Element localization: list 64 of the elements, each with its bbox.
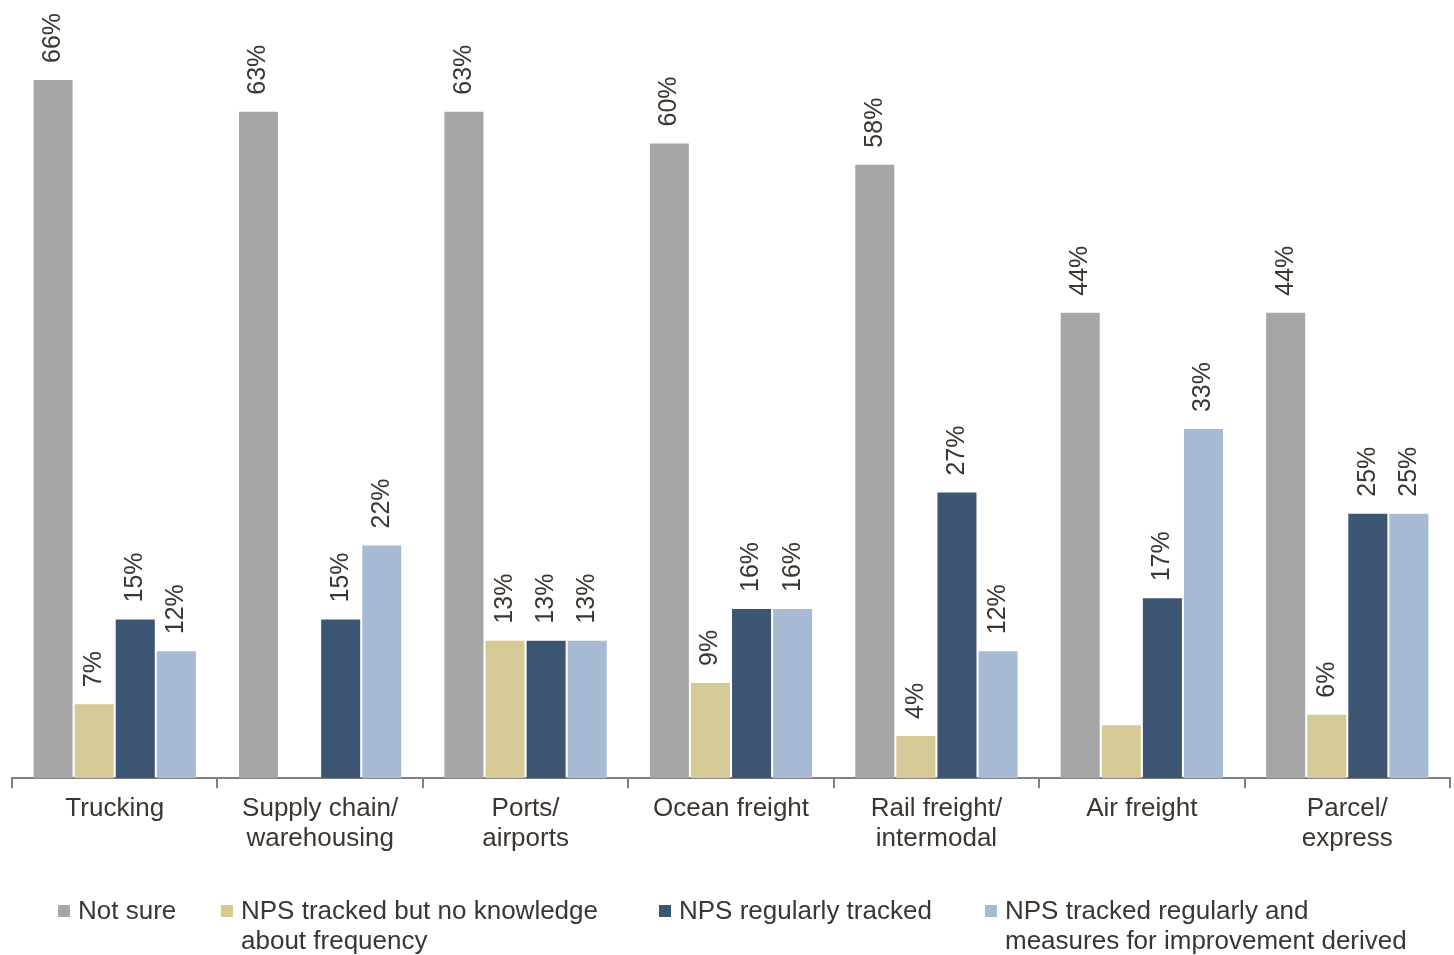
bar — [526, 640, 566, 779]
bar — [156, 651, 196, 779]
data-label: 13% — [571, 573, 600, 624]
bar — [690, 682, 730, 779]
bar — [1060, 312, 1100, 779]
data-label: 13% — [488, 573, 517, 624]
data-label: 13% — [530, 573, 558, 624]
bar — [567, 640, 607, 779]
bar — [1101, 725, 1141, 779]
data-label: 12% — [981, 584, 1010, 635]
bar — [74, 704, 114, 779]
x-tick-label: Parcel/ express — [1301, 792, 1393, 853]
data-label: 25% — [1351, 446, 1380, 497]
bar — [362, 545, 402, 779]
data-label: 15% — [119, 552, 148, 603]
data-label: 25% — [1392, 446, 1421, 497]
bar — [115, 619, 155, 779]
bar — [1183, 429, 1223, 779]
bar — [732, 608, 772, 779]
data-label: 33% — [1187, 362, 1216, 413]
x-tick-label: Rail freight/ intermodal — [870, 792, 1003, 853]
bar — [1266, 312, 1306, 779]
x-tick-label: Supply chain/ warehousing — [242, 792, 399, 853]
data-label: 12% — [160, 584, 189, 635]
x-tick-label: Trucking — [65, 792, 165, 823]
x-tick-label: Ocean freight — [652, 792, 810, 823]
bar — [773, 608, 813, 779]
data-label: 15% — [324, 552, 353, 603]
x-tick-label: Air freight — [1086, 792, 1199, 823]
data-label: 16% — [735, 541, 764, 592]
data-label: 27% — [940, 425, 969, 476]
data-label: 6% — [1310, 661, 1339, 698]
data-label: 4% — [899, 682, 928, 719]
data-label: 7% — [78, 651, 107, 688]
data-label: 17% — [1146, 531, 1175, 582]
bar — [1389, 513, 1429, 779]
bar — [1307, 714, 1347, 779]
data-label: 63% — [447, 44, 476, 95]
bar — [896, 735, 936, 779]
data-label: 16% — [776, 541, 805, 592]
bar — [485, 640, 525, 779]
legend-label: Not sure — [78, 895, 178, 925]
data-label: 44% — [1269, 245, 1298, 296]
data-label: 44% — [1064, 245, 1093, 296]
legend-label: NPS regularly tracked — [679, 895, 933, 925]
legend-label: NPS tracked but no knowledge about frequency — [241, 895, 599, 955]
data-label: 22% — [365, 478, 394, 529]
bar — [1142, 598, 1182, 779]
bar — [239, 111, 279, 779]
legend-label: NPS tracked regularly and measures for improvement derived — [1005, 895, 1408, 955]
data-label: 60% — [653, 76, 682, 127]
data-label: 66% — [36, 12, 65, 63]
bar — [937, 492, 977, 779]
bar — [444, 111, 484, 779]
bar — [649, 143, 689, 779]
bar — [1348, 513, 1388, 779]
bar — [855, 164, 895, 779]
bar — [321, 619, 361, 779]
data-label: 9% — [694, 629, 723, 666]
data-label: 58% — [858, 97, 887, 148]
bar — [33, 80, 73, 779]
x-tick-label: Ports/ airports — [482, 792, 569, 853]
data-label: 63% — [242, 44, 271, 95]
bar — [978, 651, 1018, 779]
